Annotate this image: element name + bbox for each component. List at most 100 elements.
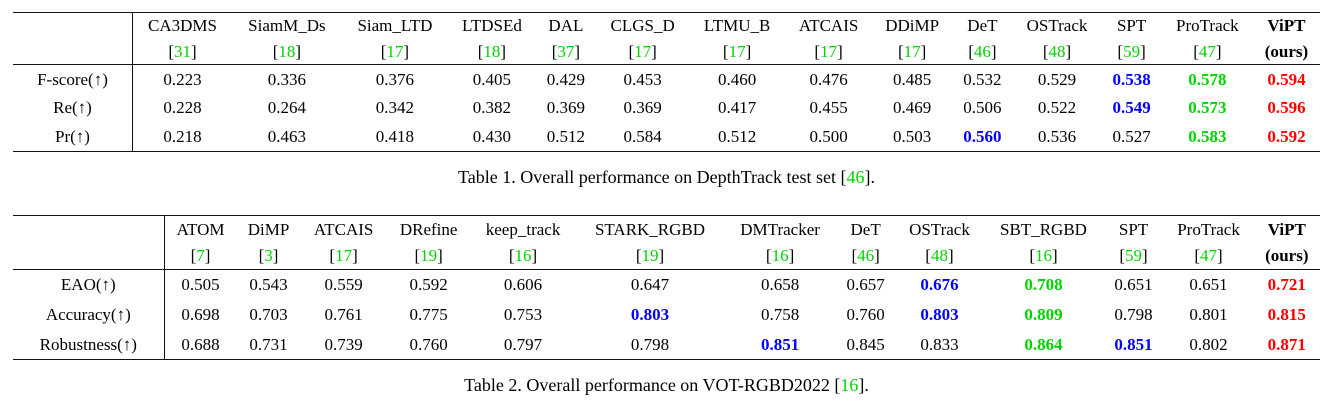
value-cell: 0.430 [472, 127, 512, 147]
citation-link[interactable]: [16] [1029, 246, 1058, 266]
value-cell: 0.775 [409, 304, 448, 324]
citation-link[interactable]: [48] [1042, 41, 1072, 61]
citation-link[interactable]: [37] [551, 41, 581, 61]
citation-link[interactable]: [16] [508, 246, 538, 266]
citation-number[interactable]: 18 [483, 41, 501, 61]
header-row-citations: [7] [3] [17] [19] [16] [19] [16] [46] [48] [16] [5… [13, 243, 1320, 270]
tracker-name: DiMP [247, 219, 290, 239]
value-cell: 0.594 [1267, 69, 1306, 89]
citation-number[interactable]: 47 [1200, 246, 1218, 266]
citation-link[interactable]: [47] [1193, 41, 1222, 61]
citation-number[interactable]: 48 [1048, 41, 1066, 61]
value-cell: 0.559 [324, 275, 363, 295]
citation-number[interactable]: 46 [857, 246, 875, 266]
citation-link[interactable]: [31] [168, 41, 197, 61]
citation-number[interactable]: 17 [820, 41, 838, 61]
tracker-name: CA3DMS [148, 16, 217, 36]
value-cell: 0.264 [267, 98, 307, 118]
citation-link[interactable]: [17] [722, 41, 752, 61]
row-label: Pr(↑) [13, 122, 133, 152]
citation-link[interactable]: [59] [1119, 246, 1148, 266]
citation-number[interactable]: 17 [386, 41, 404, 61]
citation-number[interactable]: 7 [196, 246, 205, 266]
citation-number[interactable]: 17 [634, 41, 652, 61]
value-cell: 0.223 [163, 69, 202, 89]
caption-text: Table 2. Overall performance on VOT-RGBD… [464, 375, 841, 395]
citation-number[interactable]: 59 [1123, 41, 1141, 61]
citation-link[interactable]: [18] [477, 41, 507, 61]
value-cell: 0.596 [1267, 98, 1306, 118]
citation-link[interactable]: [47] [1194, 246, 1223, 266]
ours-label: (ours) [1265, 246, 1309, 266]
tracker-name: LTDSEd [462, 16, 522, 36]
table-row: Robustness(↑) 0.688 0.731 0.739 0.760 0.797 0.… [13, 329, 1320, 360]
value-cell: 0.538 [1112, 69, 1151, 89]
value-cell: 0.469 [893, 98, 932, 118]
citation-number[interactable]: 17 [728, 41, 746, 61]
tracker-name: SBT_RGBD [1000, 219, 1087, 239]
tracker-name: Siam_LTD [357, 16, 433, 36]
value-cell: 0.864 [1024, 334, 1063, 354]
row-label: Re(↑) [13, 93, 133, 123]
citation-link[interactable]: [17] [897, 41, 927, 61]
value-cell: 0.802 [1189, 334, 1228, 354]
citation-link[interactable]: [7] [190, 246, 211, 266]
value-cell: 0.803 [920, 304, 959, 324]
citation-number[interactable]: 59 [1125, 246, 1143, 266]
citation-link[interactable]: 46 [846, 167, 865, 187]
citation-link[interactable]: [18] [272, 41, 302, 61]
value-cell: 0.218 [163, 127, 202, 147]
value-cell: 0.651 [1189, 275, 1228, 295]
value-cell: 0.809 [1024, 304, 1063, 324]
citation-number[interactable]: 3 [264, 246, 273, 266]
citation-link[interactable]: [48] [925, 246, 954, 266]
citation-link[interactable]: [46] [968, 41, 997, 61]
value-cell: 0.527 [1112, 127, 1151, 147]
citation-link[interactable]: [3] [258, 246, 279, 266]
citation-link[interactable]: [59] [1117, 41, 1146, 61]
citation-link[interactable]: [17] [814, 41, 843, 61]
value-cell: 0.801 [1189, 304, 1228, 324]
citation-number[interactable]: 19 [420, 246, 438, 266]
citation-link[interactable]: [19] [414, 246, 443, 266]
citation-number[interactable]: 16 [771, 246, 789, 266]
value-cell: 0.698 [181, 304, 220, 324]
value-cell: 0.512 [546, 127, 586, 147]
value-cell: 0.739 [324, 334, 363, 354]
value-cell: 0.708 [1024, 275, 1063, 295]
citation-link[interactable]: [46] [851, 246, 880, 266]
citation-number[interactable]: 48 [930, 246, 948, 266]
row-label: Robustness(↑) [13, 329, 165, 360]
caption-text: Table 1. Overall performance on DepthTra… [458, 167, 847, 187]
citation-number[interactable]: 16 [514, 246, 532, 266]
citation-link[interactable]: [17] [628, 41, 657, 61]
citation-number[interactable]: 17 [903, 41, 921, 61]
value-cell: 0.657 [846, 275, 885, 295]
tracker-name: DMTracker [740, 219, 820, 239]
citation-number[interactable]: 18 [278, 41, 296, 61]
tracker-name: ProTrack [1177, 219, 1240, 239]
citation-link[interactable]: [16] [765, 246, 795, 266]
tracker-name: LTMU_B [703, 16, 771, 36]
caption-table-2: Table 2. Overall performance on VOT-RGBD… [13, 374, 1320, 396]
value-cell: 0.798 [1114, 304, 1153, 324]
paper-page: CA3DMS SiamM_Ds Siam_LTD LTDSEd DAL CLGS_D LTM… [13, 12, 1320, 396]
citation-number[interactable]: 17 [335, 246, 353, 266]
citation-number[interactable]: 47 [1198, 41, 1216, 61]
value-cell: 0.376 [375, 69, 415, 89]
table-depthtrack: CA3DMS SiamM_Ds Siam_LTD LTDSEd DAL CLGS_D LTM… [13, 12, 1320, 152]
citation-number[interactable]: 37 [557, 41, 575, 61]
citation-link[interactable]: [17] [329, 246, 358, 266]
value-cell: 0.532 [963, 69, 1002, 89]
citation-link[interactable]: [19] [635, 246, 665, 266]
value-cell: 0.731 [249, 334, 288, 354]
header-row-names: CA3DMS SiamM_Ds Siam_LTD LTDSEd DAL CLGS_D LTM… [13, 12, 1320, 65]
citation-number[interactable]: 46 [973, 41, 991, 61]
citation-number[interactable]: 31 [174, 41, 192, 61]
caption-table-1: Table 1. Overall performance on DepthTra… [13, 166, 1320, 188]
citation-link[interactable]: [17] [380, 41, 410, 61]
citation-link[interactable]: 16 [840, 375, 859, 395]
row-label: EAO(↑) [13, 269, 165, 300]
citation-number[interactable]: 19 [641, 246, 659, 266]
citation-number[interactable]: 16 [1034, 246, 1052, 266]
